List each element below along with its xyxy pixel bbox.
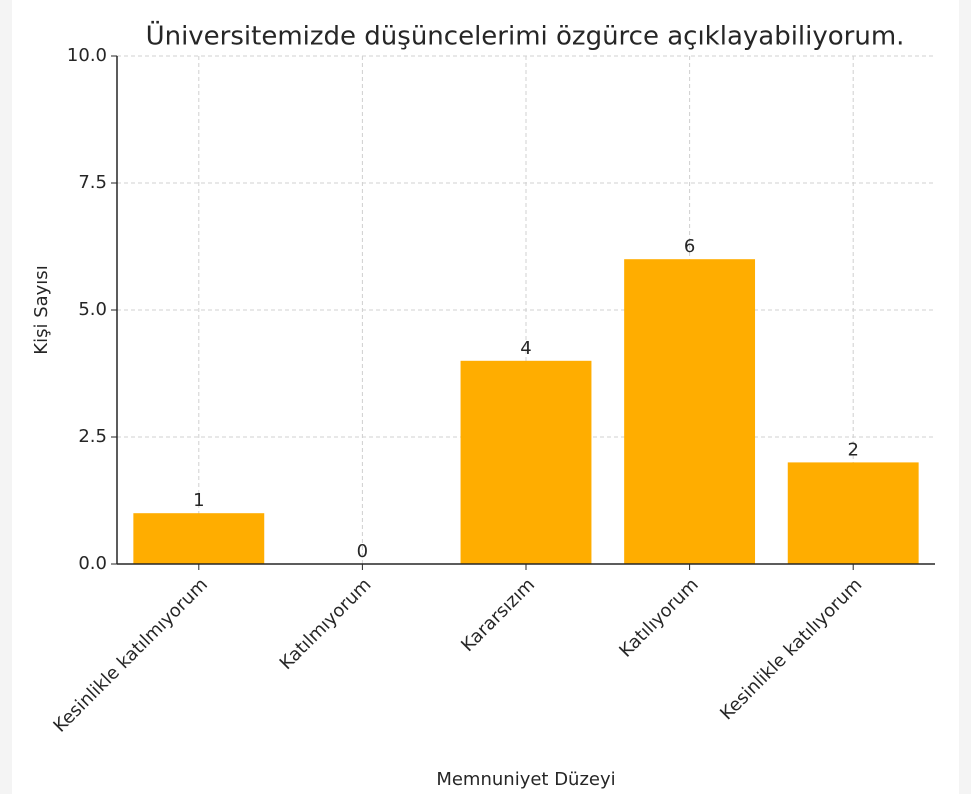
y-tick-label: 2.5 bbox=[78, 426, 107, 447]
y-tick-label: 5.0 bbox=[78, 299, 107, 320]
y-tick-label: 0.0 bbox=[78, 553, 107, 574]
bar bbox=[787, 462, 919, 564]
y-tick-label: 7.5 bbox=[78, 172, 107, 193]
value-label: 4 bbox=[520, 338, 531, 359]
value-label: 6 bbox=[684, 236, 695, 257]
bar bbox=[133, 513, 265, 564]
bar bbox=[624, 259, 756, 564]
bar bbox=[460, 360, 592, 564]
value-label: 1 bbox=[193, 490, 204, 511]
y-tick-label: 10.0 bbox=[67, 45, 107, 66]
y-axis-label: Kişi Sayısı bbox=[31, 265, 52, 354]
value-label: 2 bbox=[847, 439, 858, 460]
chart-title: Üniversitemizde düşüncelerimi özgürce aç… bbox=[146, 20, 905, 52]
x-axis-label: Memnuniyet Düzeyi bbox=[436, 769, 615, 790]
value-label: 0 bbox=[357, 541, 368, 562]
